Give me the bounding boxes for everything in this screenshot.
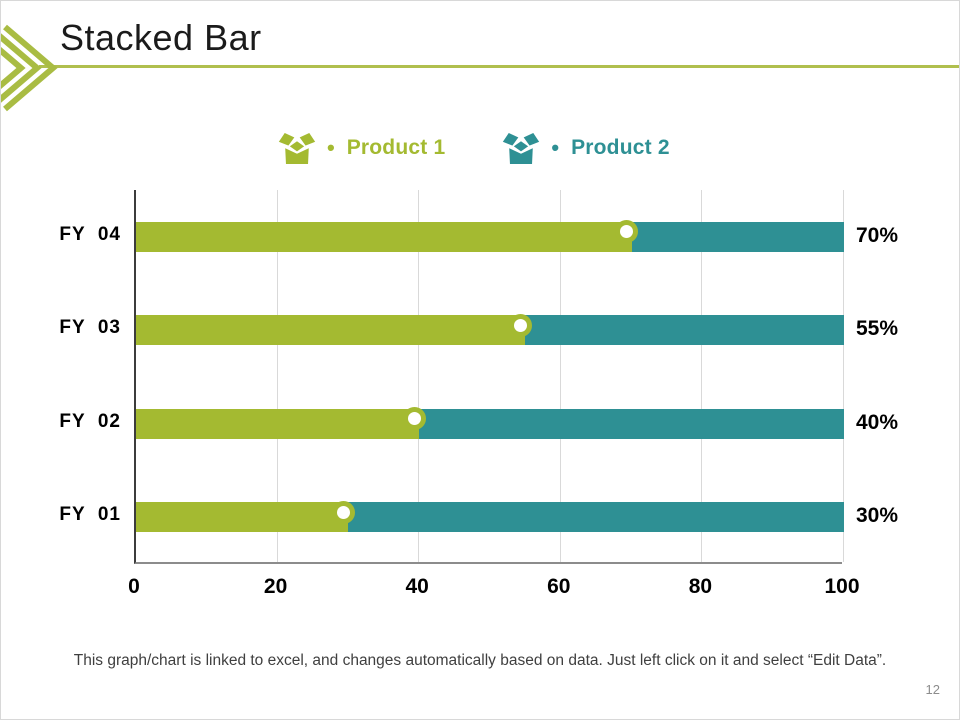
- bar-product-2: [419, 408, 844, 439]
- x-tick-label: 20: [263, 575, 288, 598]
- page-number: 12: [925, 682, 940, 697]
- legend-item-product-2: • Product 2: [501, 129, 670, 167]
- legend-label-product-1: Product 1: [346, 136, 446, 159]
- x-tick-label: 80: [688, 575, 713, 598]
- category-label: FY 04: [59, 223, 121, 245]
- gridline-100: [843, 190, 844, 562]
- legend-bullet: •: [551, 135, 560, 160]
- bar-product-1: [136, 408, 420, 439]
- title-divider-line: [39, 65, 959, 68]
- bar-product-2: [631, 221, 844, 252]
- open-box-icon: [277, 131, 317, 166]
- bar-product-1: [136, 502, 349, 533]
- chart-legend: • Product 1 • Product 2: [277, 129, 670, 167]
- chevron-icon: [1, 24, 58, 112]
- category-label: FY 01: [59, 504, 121, 526]
- bar-divider-marker: [331, 500, 355, 524]
- footer-note: This graph/chart is linked to excel, and…: [73, 652, 887, 669]
- slide-title: Stacked Bar: [60, 17, 262, 58]
- data-label: 40%: [856, 410, 899, 434]
- bar-divider-marker: [615, 220, 639, 244]
- gridline-20: [276, 190, 278, 562]
- open-box-icon: [501, 131, 542, 166]
- data-label: 70%: [856, 223, 899, 247]
- bar-product-2: [348, 502, 844, 533]
- gridline-80: [701, 190, 703, 562]
- chart-plot-area: [134, 190, 844, 564]
- legend-label-product-2: Product 2: [571, 136, 670, 159]
- bar-product-2: [525, 315, 844, 346]
- data-label: 55%: [856, 317, 899, 341]
- legend-item-product-1: • Product 1: [277, 129, 445, 167]
- data-label: 30%: [856, 504, 899, 528]
- bar-divider-marker: [402, 407, 426, 431]
- category-label: FY 03: [59, 317, 121, 339]
- bar-product-1: [136, 221, 632, 252]
- x-tick-label: 100: [824, 575, 860, 598]
- legend-bullet: •: [327, 135, 335, 160]
- gridline-60: [559, 190, 561, 562]
- x-tick-label: 40: [405, 575, 429, 598]
- x-tick-label: 60: [547, 575, 571, 598]
- bar-divider-marker: [508, 313, 532, 337]
- category-label: FY 02: [59, 410, 121, 432]
- bar-product-1: [136, 315, 526, 346]
- x-tick-label: 0: [128, 575, 140, 598]
- gridline-40: [418, 190, 420, 562]
